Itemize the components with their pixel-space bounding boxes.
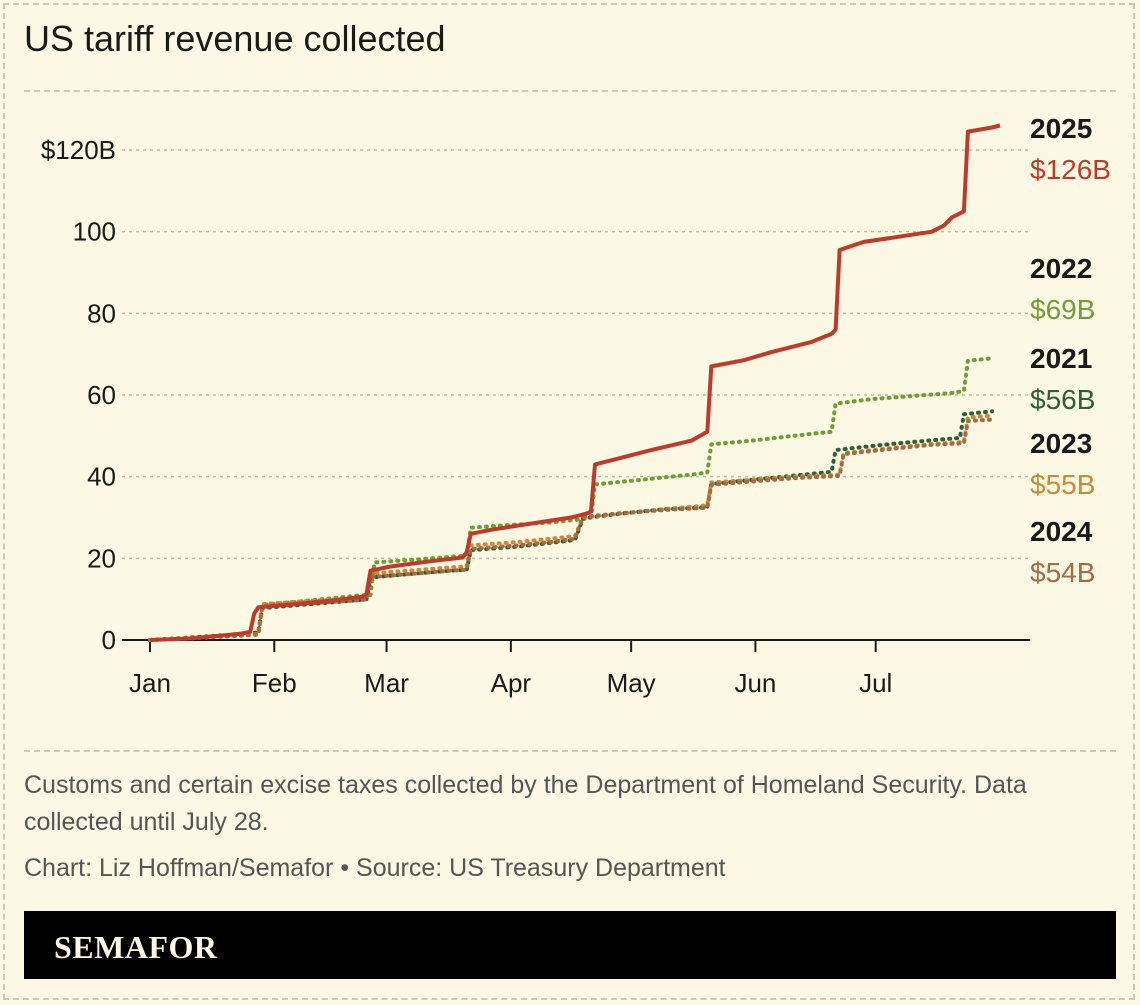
series-label-year-2022: 2022 xyxy=(1030,253,1092,284)
notes-divider xyxy=(24,750,1116,752)
chart-title: US tariff revenue collected xyxy=(24,18,446,59)
title-divider xyxy=(24,90,1116,92)
x-tick-label: Jan xyxy=(129,668,171,698)
x-tick-label: May xyxy=(607,668,656,698)
series-label-year-2025: 2025 xyxy=(1030,113,1092,144)
chart-frame xyxy=(3,3,1135,1000)
series-line-2022 xyxy=(148,356,994,642)
series-label-value-2023: $55B xyxy=(1030,469,1095,500)
y-tick-label: 100 xyxy=(73,217,116,247)
series-lines xyxy=(148,123,1001,642)
x-tick-label: Apr xyxy=(491,668,532,698)
series-labels: 2025 $126B 2022 $69B 2021 $56B 2023 $55B 2024 $54… xyxy=(1030,113,1111,588)
x-tick-label: Jul xyxy=(859,668,892,698)
series-label-value-2021: $56B xyxy=(1030,384,1095,415)
brand-logo: SEMAFOR xyxy=(54,929,218,965)
y-axis-ticks: 0 20 40 60 80 100 $120B xyxy=(41,135,116,655)
chart-credit: Chart: Liz Hoffman/Semafor • Source: US … xyxy=(24,854,726,882)
y-tick-label: $120B xyxy=(41,135,116,165)
series-label-year-2023: 2023 xyxy=(1030,428,1092,459)
y-tick-label: 60 xyxy=(87,380,116,410)
chart-description: Customs and certain excise taxes collect… xyxy=(24,771,1027,836)
y-tick-label: 20 xyxy=(87,543,116,573)
x-tick-label: Mar xyxy=(364,668,409,698)
series-label-year-2024: 2024 xyxy=(1030,516,1093,547)
series-line-2025 xyxy=(149,123,1001,642)
series-label-year-2021: 2021 xyxy=(1030,343,1092,374)
series-line-2023 xyxy=(148,413,994,642)
x-axis: Jan Feb Mar Apr May Jun Jul xyxy=(122,639,1030,698)
y-tick-label: 0 xyxy=(102,625,116,655)
y-tick-label: 80 xyxy=(87,298,116,328)
x-tick-label: Jun xyxy=(734,668,776,698)
grid-lines xyxy=(122,149,1030,560)
x-tick-label: Feb xyxy=(252,668,297,698)
brand-bar: SEMAFOR xyxy=(24,911,1116,979)
series-label-value-2022: $69B xyxy=(1030,294,1095,325)
series-label-value-2024: $54B xyxy=(1030,557,1095,588)
series-label-value-2025: $126B xyxy=(1030,154,1111,185)
y-tick-label: 40 xyxy=(87,462,116,492)
